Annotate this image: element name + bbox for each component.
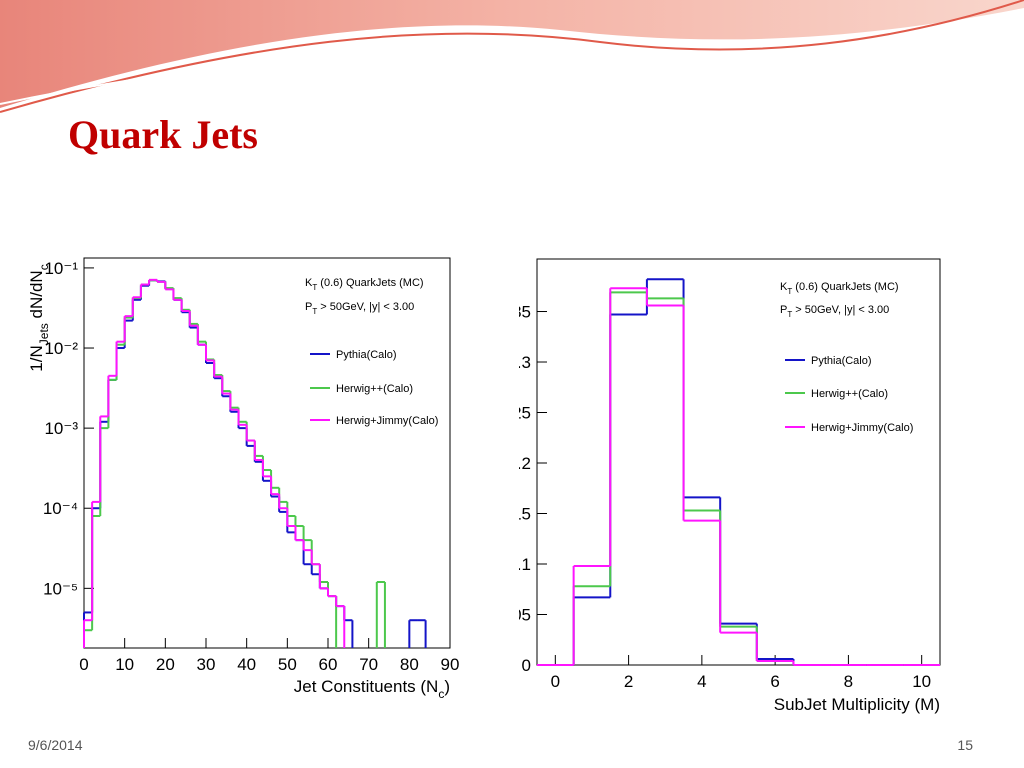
legend-label: Pythia(Calo) <box>336 349 397 361</box>
legend-label: Herwig++(Calo) <box>811 388 888 400</box>
y-tick-label: 0.2 <box>507 454 531 473</box>
text-part: 1/N <box>27 345 46 371</box>
text-part: > 50GeV, |y| < 3.00 <box>317 301 414 313</box>
x-tick-label: 90 <box>441 655 460 674</box>
step-risers <box>83 279 346 648</box>
text-part: dN/dN <box>27 270 46 323</box>
annotation: PT > 50GeV, |y| < 3.00 <box>305 301 414 316</box>
text-part: T <box>787 310 792 319</box>
text-part: (0.6) QuarkJets (MC) <box>792 281 898 293</box>
text-part: > 50GeV, |y| < 3.00 <box>792 304 889 316</box>
x-tick-label: 30 <box>197 655 216 674</box>
x-tick-label: 40 <box>237 655 256 674</box>
y-tick-label: 0.35 <box>498 303 531 322</box>
x-tick-label: 10 <box>912 672 931 691</box>
text-part: T <box>312 307 317 316</box>
annotation: PT > 50GeV, |y| < 3.00 <box>780 304 889 319</box>
text-part: T <box>312 283 317 292</box>
text-part: P <box>305 301 312 313</box>
x-tick-label: 50 <box>278 655 297 674</box>
x-axis-title: SubJet Multiplicity (M) <box>774 695 940 714</box>
header-line <box>0 0 1024 113</box>
x-tick-label: 60 <box>319 655 338 674</box>
text-part: c <box>37 264 51 270</box>
y-tick-label: 0 <box>522 656 531 675</box>
chart: 0 2 4 6 8 10 0 0.05 0.1 0.15 0.2 0.25 0.3 0.35 Pythia(… <box>498 258 941 714</box>
legend-label: Herwig++(Calo) <box>336 383 413 395</box>
y-tick-label: 10⁻⁴ <box>43 499 78 518</box>
page-number: 15 <box>957 737 973 753</box>
x-axis-title: Jet Constituents (Nc) <box>294 677 450 701</box>
x-tick-label: 20 <box>156 655 175 674</box>
y-tick-label: 10⁻¹ <box>44 259 78 278</box>
x-tick-label: 10 <box>115 655 134 674</box>
text-part: c <box>438 687 444 701</box>
y-axis-title: 1/NJets dN/dNc <box>27 264 51 371</box>
y-tick-label: 0.25 <box>498 404 531 423</box>
annotation: KT (0.6) QuarkJets (MC) <box>305 277 424 292</box>
chart: 0 10 20 30 40 50 60 70 80 90 10⁻¹ 10⁻² 10⁻³ 10⁻⁴ 10⁻⁵ P… <box>27 257 460 701</box>
text-part: K <box>780 281 788 293</box>
plot-frame <box>83 257 451 649</box>
text-part: K <box>305 277 313 289</box>
legend-label: Pythia(Calo) <box>811 355 872 367</box>
text-part: P <box>780 304 787 316</box>
slide-title: Quark Jets <box>68 112 258 157</box>
plot-frame <box>536 258 941 666</box>
step-risers <box>572 288 795 665</box>
text-part: T <box>787 287 792 296</box>
x-tick-label: 0 <box>551 672 560 691</box>
x-tick-label: 80 <box>400 655 419 674</box>
y-tick-label: 10⁻⁵ <box>43 579 78 598</box>
x-tick-label: 70 <box>359 655 378 674</box>
x-tick-label: 8 <box>844 672 853 691</box>
text-part: Jet Constituents (N <box>294 677 439 696</box>
y-tick-label: 10⁻² <box>44 339 78 358</box>
x-tick-label: 6 <box>770 672 779 691</box>
x-tick-label: 0 <box>79 655 88 674</box>
annotation: KT (0.6) QuarkJets (MC) <box>780 281 899 296</box>
x-tick-label: 2 <box>624 672 633 691</box>
y-tick-label: 0.15 <box>498 505 531 524</box>
y-tick-label: 0.05 <box>498 606 531 625</box>
y-tick-label: 10⁻³ <box>44 419 78 438</box>
header-wave <box>0 0 1024 108</box>
legend-label: Herwig+Jimmy(Calo) <box>811 422 913 434</box>
legend-label: Herwig+Jimmy(Calo) <box>336 415 438 427</box>
header-line <box>0 19 1024 105</box>
text-part: ) <box>444 677 450 696</box>
text-part: (0.6) QuarkJets (MC) <box>317 277 423 289</box>
date: 9/6/2014 <box>28 737 83 753</box>
text-part: Jets <box>37 323 51 345</box>
text-part: SubJet Multiplicity (M) <box>774 695 940 714</box>
y-tick-label: 0.3 <box>507 353 531 372</box>
x-tick-label: 4 <box>697 672 706 691</box>
y-tick-label: 0.1 <box>507 555 531 574</box>
